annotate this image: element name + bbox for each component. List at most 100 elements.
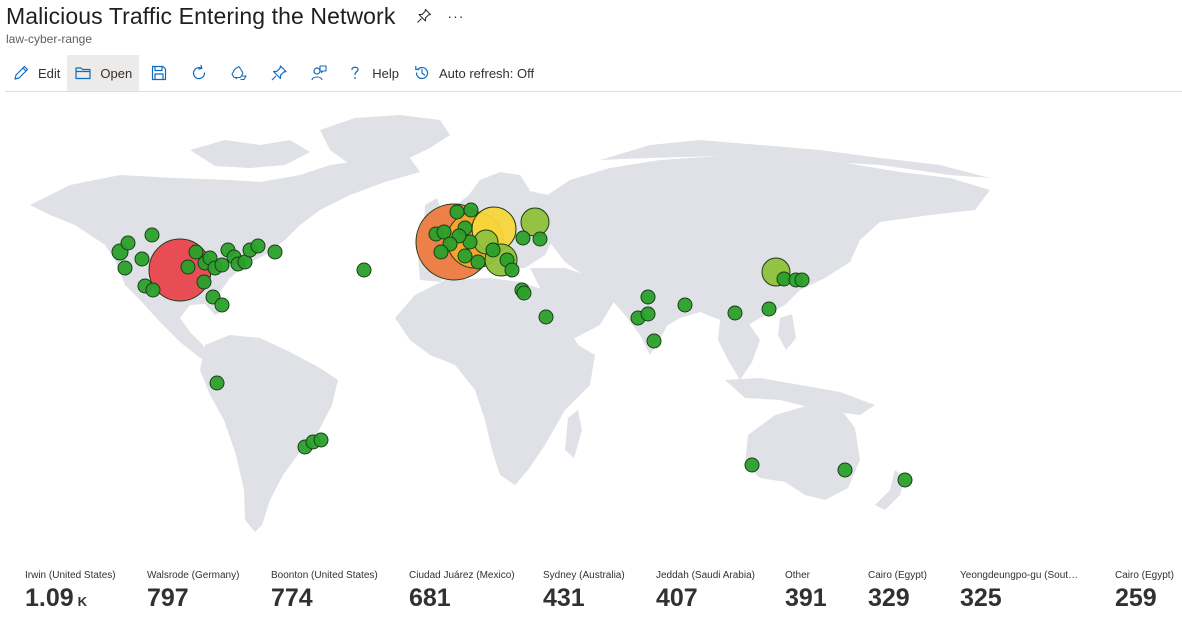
kpi-label: Cairo (Egypt) xyxy=(1115,570,1174,581)
auto-refresh-button[interactable]: Auto refresh: Off xyxy=(406,55,541,91)
traffic-bubble[interactable] xyxy=(897,472,913,488)
traffic-bubble[interactable] xyxy=(744,457,760,473)
kpi-value: 325 xyxy=(960,584,1080,613)
traffic-bubble[interactable] xyxy=(677,297,693,313)
kpi-number: 1.09 xyxy=(25,584,74,612)
land-japan xyxy=(800,240,835,285)
kpi-value: 774 xyxy=(271,584,401,613)
traffic-bubble[interactable] xyxy=(356,262,372,278)
pin-icon[interactable] xyxy=(415,7,433,25)
kpi-tile[interactable]: Sydney (Australia) 431 xyxy=(543,570,673,613)
world-map[interactable] xyxy=(0,95,1182,555)
save-icon xyxy=(152,65,167,81)
refresh-icon xyxy=(193,64,206,80)
kpi-value: 681 xyxy=(409,584,539,613)
kpi-tile[interactable]: Yeongdeungpo-gu (South... 325 xyxy=(960,570,1080,613)
kpi-number: 774 xyxy=(271,584,313,612)
traffic-bubble[interactable] xyxy=(463,202,479,218)
toolbar-divider xyxy=(5,91,1182,92)
help-label: Help xyxy=(372,65,399,81)
pencil-icon xyxy=(14,65,29,80)
traffic-bubble[interactable] xyxy=(515,230,531,246)
save-button[interactable] xyxy=(139,55,179,91)
traffic-bubble[interactable] xyxy=(144,227,160,243)
traffic-bubble[interactable] xyxy=(214,257,230,273)
traffic-bubble[interactable] xyxy=(727,305,743,321)
traffic-bubble[interactable] xyxy=(761,301,777,317)
land-greenland xyxy=(320,115,450,170)
traffic-bubble[interactable] xyxy=(485,242,501,258)
kpi-tile[interactable]: Walsrode (Germany) 797 xyxy=(147,570,277,613)
traffic-bubble[interactable] xyxy=(837,462,853,478)
help-button[interactable]: Help xyxy=(339,55,406,91)
kpi-tile[interactable]: Jeddah (Saudi Arabia) 407 xyxy=(656,570,786,613)
history-icon xyxy=(415,65,429,80)
traffic-bubble[interactable] xyxy=(209,375,225,391)
open-button[interactable]: Open xyxy=(67,55,140,91)
traffic-bubble[interactable] xyxy=(214,297,230,313)
more-options-icon[interactable]: ··· xyxy=(447,8,465,24)
traffic-bubble[interactable] xyxy=(180,259,196,275)
kpi-value: 1.09 K xyxy=(25,584,155,613)
edit-button[interactable]: Edit xyxy=(5,55,67,91)
land-madagascar xyxy=(565,410,582,458)
clone-button[interactable] xyxy=(219,55,259,91)
kpi-tile[interactable]: Cairo (Egypt) 329 xyxy=(868,570,998,613)
land-africa xyxy=(395,278,595,485)
land-asia xyxy=(540,156,990,350)
kpi-label: Irwin (United States) xyxy=(25,570,116,581)
traffic-bubble[interactable] xyxy=(117,260,133,276)
title-row: Malicious Traffic Entering the Network ·… xyxy=(6,0,464,32)
kpi-value: 407 xyxy=(656,584,786,613)
auto-refresh-label: Auto refresh: Off xyxy=(438,65,535,81)
kpi-tiles: Irwin (United States) 1.09 K Walsrode (Ge… xyxy=(0,570,1182,629)
recycle-icon xyxy=(231,66,247,81)
traffic-bubble[interactable] xyxy=(646,333,662,349)
feedback-button[interactable] xyxy=(299,55,339,91)
land-south-america xyxy=(200,335,338,532)
land-middle-east xyxy=(530,268,615,338)
traffic-bubble[interactable] xyxy=(196,274,212,290)
pin-dashboard-button[interactable] xyxy=(259,55,299,91)
traffic-bubble[interactable] xyxy=(470,254,486,270)
land-scandinavia xyxy=(465,172,530,212)
kpi-number: 431 xyxy=(543,584,585,612)
traffic-bubble[interactable] xyxy=(504,262,520,278)
traffic-bubble[interactable] xyxy=(457,248,473,264)
kpi-value: 797 xyxy=(147,584,277,613)
kpi-label: Walsrode (Germany) xyxy=(147,570,240,581)
traffic-bubble[interactable] xyxy=(794,272,810,288)
open-label: Open xyxy=(100,65,133,81)
traffic-bubble[interactable] xyxy=(188,244,204,260)
pin-outline-icon xyxy=(271,65,287,81)
traffic-bubble[interactable] xyxy=(538,309,554,325)
traffic-bubble[interactable] xyxy=(436,224,452,240)
land-indonesia xyxy=(725,378,875,415)
kpi-number: 391 xyxy=(785,584,827,612)
workspace-subtitle: law-cyber-range xyxy=(6,32,93,46)
traffic-bubble[interactable] xyxy=(250,238,266,254)
traffic-bubble[interactable] xyxy=(145,282,161,298)
kpi-tile[interactable]: Irwin (United States) 1.09 K xyxy=(25,570,155,613)
traffic-bubble[interactable] xyxy=(449,204,465,220)
kpi-value: 259 xyxy=(1115,584,1181,613)
bubble-layer xyxy=(111,202,913,488)
kpi-tile[interactable]: Cairo (Egypt) 259 xyxy=(1115,570,1181,613)
traffic-bubble[interactable] xyxy=(120,235,136,251)
traffic-bubble[interactable] xyxy=(532,231,548,247)
kpi-tile[interactable]: Other 391 xyxy=(785,570,915,613)
question-icon xyxy=(351,66,359,80)
refresh-button[interactable] xyxy=(179,55,219,91)
kpi-label: Yeongdeungpo-gu (South... xyxy=(960,570,1080,581)
traffic-bubble[interactable] xyxy=(516,285,532,301)
land-siberia-north xyxy=(600,140,990,178)
kpi-tile[interactable]: Ciudad Juárez (Mexico) 681 xyxy=(409,570,539,613)
traffic-bubble[interactable] xyxy=(267,244,283,260)
traffic-bubble[interactable] xyxy=(433,244,449,260)
traffic-bubble[interactable] xyxy=(640,289,656,305)
kpi-number: 329 xyxy=(868,584,910,612)
traffic-bubble[interactable] xyxy=(640,306,656,322)
kpi-tile[interactable]: Boonton (United States) 774 xyxy=(271,570,401,613)
traffic-bubble[interactable] xyxy=(134,251,150,267)
traffic-bubble[interactable] xyxy=(313,432,329,448)
